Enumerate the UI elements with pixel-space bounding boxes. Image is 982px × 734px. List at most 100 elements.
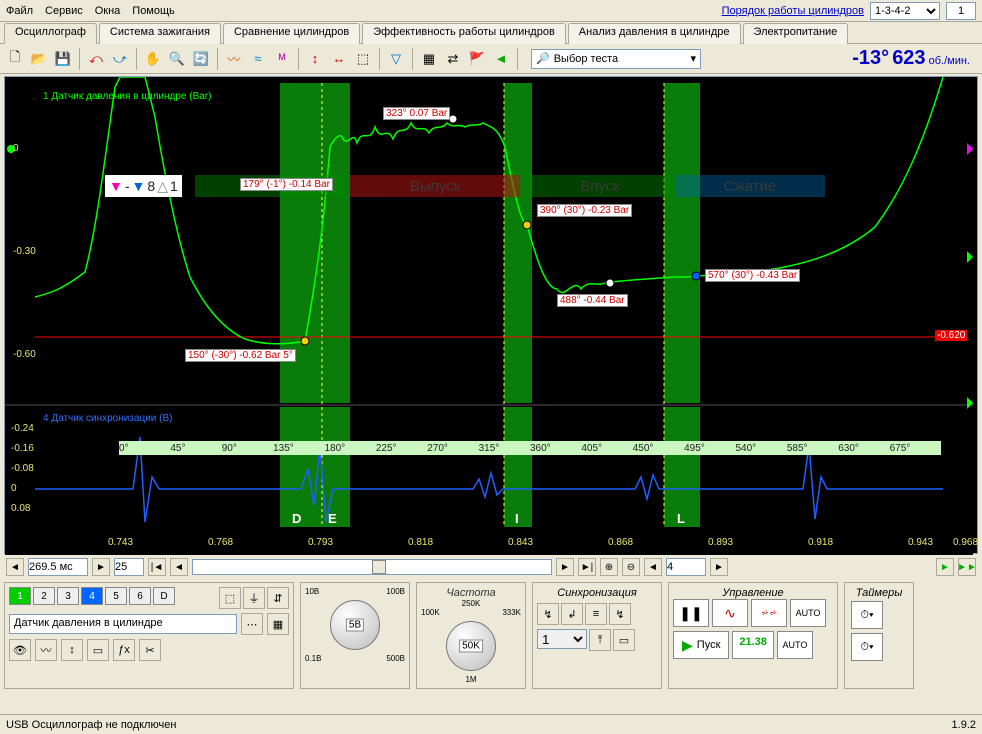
new-icon[interactable]: 🗋 [4, 48, 26, 70]
red-threshold-label: -0.620 [935, 330, 967, 341]
cylinder-spin[interactable] [946, 2, 976, 20]
goto-start-icon[interactable]: |◄ [148, 558, 166, 576]
marker-legend: ▼ - ▼8 △1 [105, 175, 182, 197]
tab-ignition[interactable]: Система зажигания [99, 23, 221, 44]
channel-button-D[interactable]: D [153, 587, 175, 605]
marker-label: 488° -0.44 Bar [557, 294, 628, 307]
step-back-icon[interactable]: ◄ [170, 558, 188, 576]
ch-tool-icon[interactable]: ƒx [113, 639, 135, 661]
marker-label: 179° (-1°) -0.14 Bar [240, 178, 333, 191]
ch-tool-icon[interactable]: 〰 [35, 639, 57, 661]
ch-side-icon[interactable]: ⏚ [243, 587, 265, 609]
ch-tool-icon[interactable]: ✂ [139, 639, 161, 661]
event-letter: E [328, 511, 337, 526]
tab-power[interactable]: Электропитание [743, 23, 849, 44]
undo-icon[interactable]: ⤺ [85, 48, 107, 70]
multi-icon[interactable]: ⩫⩫ [751, 599, 787, 627]
menu-windows[interactable]: Окна [95, 5, 121, 17]
auto2-icon[interactable]: AUTO [777, 631, 813, 659]
sync-mode2-icon[interactable]: ↲ [561, 603, 583, 625]
cylinder-order-select[interactable]: 1-3-4-2 [870, 2, 940, 20]
sync-mode3-icon[interactable]: ≡ [585, 603, 607, 625]
channel-button-6[interactable]: 6 [129, 587, 151, 605]
channel-button-3[interactable]: 3 [57, 587, 79, 605]
time-next-icon[interactable]: ► [92, 558, 110, 576]
channel-button-1[interactable]: 1 [9, 587, 31, 605]
test-selector[interactable]: 🔎 Выбор теста ▾ [531, 49, 701, 69]
add-marker-icon[interactable]: ⊕ [600, 558, 618, 576]
event-letter: I [515, 511, 519, 526]
time-value[interactable] [28, 558, 88, 576]
redo-icon[interactable]: ⤻ [109, 48, 131, 70]
menu-help[interactable]: Помощь [132, 5, 175, 17]
time-prev-icon[interactable]: ◄ [6, 558, 24, 576]
hand-icon[interactable]: ✋ [142, 48, 164, 70]
channel-button-5[interactable]: 5 [105, 587, 127, 605]
menu-service[interactable]: Сервис [45, 5, 83, 17]
channel-source[interactable]: Датчик давления в цилиндре [9, 614, 237, 634]
sync-mode1-icon[interactable]: ↯ [537, 603, 559, 625]
marker-label: 323° 0.07 Bar [383, 107, 450, 120]
zoom-value[interactable] [114, 558, 144, 576]
src-config-icon[interactable]: ▦ [267, 613, 289, 635]
ch-tool-icon[interactable]: ▭ [87, 639, 109, 661]
channel-button-4[interactable]: 4 [81, 587, 103, 605]
del-marker-icon[interactable]: ⊖ [622, 558, 640, 576]
hfit-icon[interactable]: ↔ [328, 48, 350, 70]
timer2-icon[interactable]: ⏱▾ [851, 633, 883, 661]
menubar: Файл Сервис Окна Помощь Порядок работы ц… [0, 0, 982, 22]
tab-pressure-analysis[interactable]: Анализ давления в цилиндре [568, 23, 741, 44]
sync-channel-select[interactable]: 1 [537, 629, 587, 649]
test-label: Выбор теста [554, 53, 618, 65]
zoom-icon[interactable]: 🔍 [166, 48, 188, 70]
timer1-icon[interactable]: ⏱▾ [851, 601, 883, 629]
freq-knob[interactable]: 50K [446, 621, 496, 671]
channel-button-2[interactable]: 2 [33, 587, 55, 605]
sync-level-icon[interactable]: ▭ [613, 629, 635, 651]
start-button[interactable]: ▶ Пуск [673, 631, 729, 659]
ch-side-icon[interactable]: ⇵ [267, 587, 289, 609]
step-fwd-icon[interactable]: ► [556, 558, 574, 576]
auto1-icon[interactable]: AUTO [790, 599, 826, 627]
wave2-icon[interactable]: ≈ [247, 48, 269, 70]
nav-count[interactable] [666, 558, 706, 576]
next-frame-icon[interactable]: ► [710, 558, 728, 576]
goto-end-icon[interactable]: ►| [578, 558, 596, 576]
ffwd-icon[interactable]: ►► [958, 558, 976, 576]
box-icon[interactable]: ⬚ [352, 48, 374, 70]
wave1-icon[interactable]: 〰 [223, 48, 245, 70]
tab-efficiency[interactable]: Эффективность работы цилиндров [362, 23, 566, 44]
filter-icon[interactable]: ▽ [385, 48, 407, 70]
freq-title: Частота [421, 587, 521, 599]
wave3-icon[interactable]: ᴹ [271, 48, 293, 70]
tab-compare-cyl[interactable]: Сравнение цилиндров [223, 23, 360, 44]
refresh-icon[interactable]: 🔄 [190, 48, 212, 70]
cylinder-order-label[interactable]: Порядок работы цилиндров [722, 5, 864, 17]
range-knob[interactable]: 5B [330, 600, 380, 650]
tab-oscilloscope[interactable]: Осциллограф [4, 23, 97, 44]
menu-file[interactable]: Файл [6, 5, 33, 17]
play-icon[interactable]: ► [936, 558, 954, 576]
ch-tool-icon[interactable]: 👁 [9, 639, 31, 661]
bottom-panels: 123456D⬚⏚⇵ Датчик давления в цилиндре ⋯ … [0, 578, 982, 693]
sync-edge-icon[interactable]: ⤒ [589, 629, 611, 651]
left-icon[interactable]: ◄ [490, 48, 512, 70]
ch-side-icon[interactable]: ⬚ [219, 587, 241, 609]
plot-area[interactable]: 1 Датчик давления в цилиндре (Bar) Рабоч… [4, 76, 978, 554]
swap-icon[interactable]: ⇄ [442, 48, 464, 70]
status-version: 1.9.2 [952, 719, 976, 731]
status-text: USB Осциллограф не подключен [6, 719, 176, 731]
control-panel: Управление ❚❚ ∿ ⩫⩫ AUTO ▶ Пуск 21.38 AUT… [668, 582, 838, 689]
flag-icon[interactable]: 🚩 [466, 48, 488, 70]
grid-icon[interactable]: ▦ [418, 48, 440, 70]
open-icon[interactable]: 📂 [28, 48, 50, 70]
time-trackbar[interactable] [192, 559, 552, 575]
ch-tool-icon[interactable]: ↕ [61, 639, 83, 661]
prev-frame-icon[interactable]: ◄ [644, 558, 662, 576]
src-more-icon[interactable]: ⋯ [241, 613, 263, 635]
sine-icon[interactable]: ∿ [712, 599, 748, 627]
save-icon[interactable]: 💾 [52, 48, 74, 70]
sync-mode4-icon[interactable]: ↯ [609, 603, 631, 625]
pause-icon[interactable]: ❚❚ [673, 599, 709, 627]
vfit-icon[interactable]: ↕ [304, 48, 326, 70]
